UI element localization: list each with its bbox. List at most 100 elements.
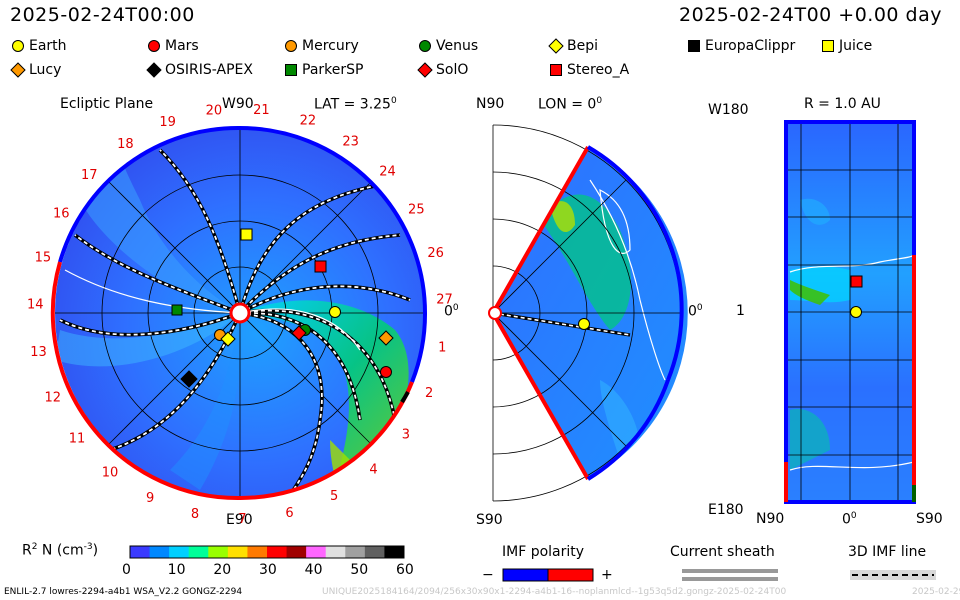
- colorbar-swatch: [247, 546, 268, 558]
- timestamp-left: 2025-02-24T00:00: [10, 4, 195, 26]
- colorbar-swatch: [345, 546, 366, 558]
- colorbar-title: R2 N (cm-3): [22, 542, 99, 559]
- colorbar-swatch: [267, 546, 288, 558]
- legend-label: Juice: [839, 38, 873, 54]
- imf-plus-label: +: [601, 567, 613, 583]
- imf-polarity-label: IMF polarity: [502, 544, 585, 560]
- square-icon: [285, 64, 297, 76]
- carrington-number: 17: [81, 168, 98, 183]
- imf-line-label: 3D IMF line: [848, 544, 927, 560]
- ecliptic-top-label: W90: [222, 96, 254, 112]
- legend-label: Mars: [165, 38, 199, 54]
- legend-label: SolO: [436, 62, 469, 78]
- carrington-number: 10: [102, 466, 119, 481]
- carrington-number: 4: [369, 463, 377, 478]
- ecliptic-title: Ecliptic Plane: [60, 96, 154, 112]
- colorbar-swatch: [149, 546, 170, 558]
- colorbar-tick-label: 30: [259, 562, 277, 578]
- colorbar-tick-label: 20: [213, 562, 232, 578]
- carrington-number: 11: [69, 431, 86, 446]
- legend-item-mercury: Mercury: [283, 38, 359, 54]
- radial-panel: [784, 120, 916, 504]
- earth-marker: [329, 306, 341, 318]
- diamond-icon: [10, 62, 26, 78]
- legend-label: Bepi: [567, 38, 598, 54]
- colorbar-swatch: [169, 546, 190, 558]
- legend-item-stereo-a: Stereo_A: [548, 62, 629, 78]
- density-colorbar: [129, 545, 405, 559]
- legend-label: Mercury: [302, 38, 359, 54]
- carrington-number: 9: [146, 491, 154, 506]
- legend-label: ParkerSP: [302, 62, 364, 78]
- colorbar-swatch: [286, 546, 307, 558]
- radial-title: R = 1.0 AU: [804, 96, 881, 112]
- circle-icon: [12, 40, 24, 52]
- mars-marker: [380, 366, 392, 378]
- legend-item-earth: Earth: [10, 38, 67, 54]
- osiris-apex-marker: [180, 370, 198, 388]
- legend-label: Lucy: [29, 62, 62, 78]
- imf-minus-label: −: [482, 567, 494, 583]
- carrington-number: 19: [159, 115, 176, 130]
- carrington-number: 20: [206, 104, 223, 119]
- diamond-icon: [146, 62, 162, 78]
- radial-mid-label: 1: [736, 303, 745, 319]
- ecliptic-bottom-label: E90: [226, 512, 253, 528]
- radial-earth-marker: [850, 306, 862, 318]
- carrington-number: 2: [425, 386, 433, 401]
- circle-icon: [285, 40, 297, 52]
- imf-polarity-bar: [502, 568, 594, 582]
- carrington-number: 5: [330, 489, 338, 504]
- legend-item-lucy: Lucy: [10, 62, 61, 78]
- colorbar-swatch: [208, 546, 229, 558]
- carrington-number: 25: [408, 202, 425, 217]
- carrington-number: 3: [402, 428, 410, 443]
- circle-icon: [148, 40, 160, 52]
- footer-run-date: 2025-02-29: [912, 587, 960, 597]
- colorbar-swatch: [384, 546, 405, 558]
- legend-label: Venus: [436, 38, 479, 54]
- carrington-number: 24: [379, 165, 396, 180]
- legend-item-solo: SolO: [417, 62, 468, 78]
- colorbar-swatch: [130, 546, 151, 558]
- colorbar-tick-label: 10: [167, 562, 186, 578]
- carrington-number: 1: [438, 340, 446, 355]
- legend-item-parkersp: ParkerSP: [283, 62, 363, 78]
- legend-item-bepi: Bepi: [548, 38, 598, 54]
- carrington-number: 7: [238, 512, 246, 527]
- carrington-number: 23: [342, 134, 359, 149]
- stereo-a-marker: [314, 260, 327, 273]
- imf-line-swatch: [850, 570, 936, 580]
- meridional-right-label: 00: [688, 303, 703, 320]
- meridional-n-label: N90: [476, 96, 505, 112]
- carrington-number: 21: [253, 103, 270, 118]
- legend-item-osiris-apex: OSIRIS-APEX: [146, 62, 253, 78]
- parkersp-marker: [171, 304, 183, 316]
- carrington-number: 12: [44, 390, 61, 405]
- carrington-number: 14: [27, 297, 44, 312]
- legend-label: OSIRIS-APEX: [165, 62, 253, 78]
- colorbar-swatch: [188, 546, 209, 558]
- meridional-earth-marker: [578, 318, 590, 330]
- legend-label: Stereo_A: [567, 62, 630, 78]
- footer-model-info: ENLIL-2.7 lowres-2294-a4b1 WSA_V2.2 GONG…: [4, 587, 243, 597]
- current-sheath-label: Current sheath: [670, 544, 775, 560]
- lucy-marker: [378, 330, 394, 346]
- radial-top-label: W180: [708, 102, 749, 118]
- carrington-number: 16: [53, 207, 70, 222]
- bepi-marker: [220, 331, 236, 347]
- meridional-s-label: S90: [476, 512, 503, 528]
- juice-marker: [240, 228, 253, 241]
- circle-icon: [419, 40, 431, 52]
- meridional-wedge: [488, 124, 688, 502]
- square-icon: [688, 40, 700, 52]
- colorbar-tick-label: 60: [396, 562, 414, 578]
- carrington-number: 15: [35, 250, 52, 265]
- carrington-number: 27: [436, 293, 453, 308]
- diamond-icon: [417, 62, 433, 78]
- legend-label: EuropaClippr: [705, 38, 796, 54]
- lat-label: LAT = 3.250: [314, 96, 397, 113]
- carrington-number: 6: [285, 506, 293, 521]
